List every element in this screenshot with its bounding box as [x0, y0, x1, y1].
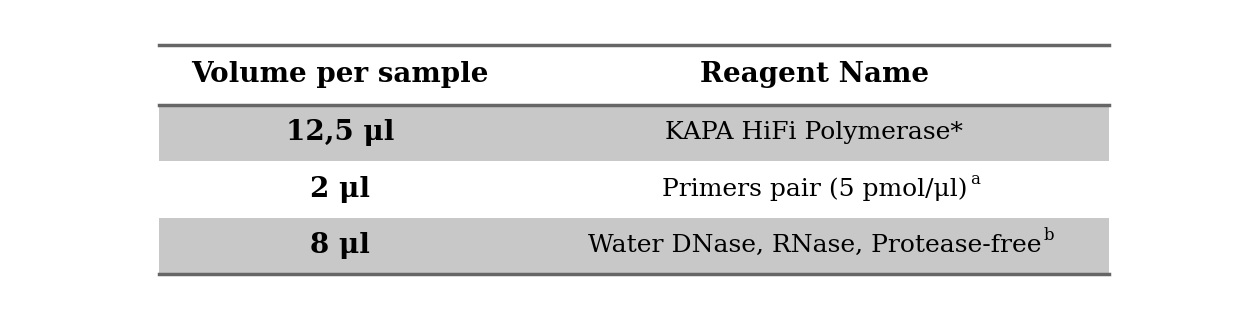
- Bar: [160, 105, 1108, 161]
- Text: Water DNase, RNase, Protease-free: Water DNase, RNase, Protease-free: [588, 234, 1042, 257]
- Bar: [160, 217, 1108, 274]
- Text: 12,5 μl: 12,5 μl: [286, 119, 393, 146]
- Bar: [160, 45, 1108, 105]
- Text: 2 μl: 2 μl: [309, 176, 370, 203]
- Text: Reagent Name: Reagent Name: [700, 61, 929, 88]
- Text: Primers pair (5 pmol/μl): Primers pair (5 pmol/μl): [662, 178, 967, 201]
- Text: a: a: [970, 171, 980, 188]
- Text: KAPA HiFi Polymerase*: KAPA HiFi Polymerase*: [666, 121, 964, 144]
- Text: Volume per sample: Volume per sample: [190, 61, 489, 88]
- Bar: [160, 161, 1108, 217]
- Text: 8 μl: 8 μl: [309, 232, 370, 259]
- Text: b: b: [1044, 227, 1054, 244]
